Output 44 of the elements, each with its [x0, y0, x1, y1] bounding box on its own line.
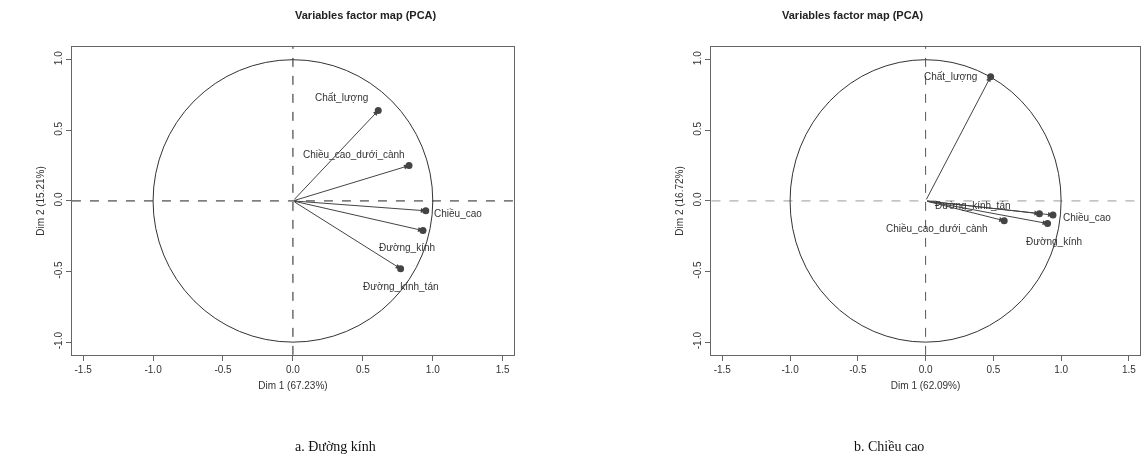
- x-tick-label: 1.0: [1054, 363, 1069, 375]
- x-tick-label: 0.5: [355, 363, 371, 375]
- annotation: Chiều_cao: [434, 208, 483, 219]
- x-tick-label: -1.5: [74, 363, 93, 375]
- text: b. Chiều cao: [854, 439, 925, 454]
- x-tick-label: 0.0: [918, 363, 933, 375]
- x-tick-label: -1.0: [144, 363, 163, 375]
- text: a. Đường kính: [295, 439, 376, 454]
- annotation: Chất_lượng: [315, 92, 369, 103]
- y-tick-label: 1.0: [52, 50, 64, 66]
- x-tick-label: 0.5: [986, 363, 1001, 375]
- annotation: Chiều_cao: [1063, 212, 1112, 223]
- x-tick-label: 1.5: [495, 363, 511, 375]
- y-tick-label: 0.5: [52, 121, 64, 136]
- x-tick-label: -1.5: [713, 363, 732, 375]
- x-tick-label: -1.0: [781, 363, 800, 375]
- y-tick-label: 0.0: [692, 192, 704, 207]
- x-tick-label: -0.5: [214, 363, 233, 375]
- y-tick-label: 0.5: [692, 121, 704, 136]
- y-tick-label: -1.0: [692, 331, 704, 350]
- point: [397, 265, 405, 273]
- y-tick-label: 0.0: [52, 192, 64, 207]
- x-axis-title: Dim 1 (62.09%): [890, 380, 961, 392]
- x-axis-title: Dim 1 (67.23%): [258, 380, 328, 392]
- x-tick-label: 1.0: [425, 363, 441, 375]
- y-tick-label: -0.5: [692, 260, 704, 279]
- y-axis-title: Dim 2 (16.72%): [674, 166, 686, 236]
- y-tick-label: 1.0: [692, 50, 704, 66]
- y-tick-label: -0.5: [52, 260, 64, 279]
- point: [1000, 217, 1008, 225]
- x-tick-label: 1.5: [1121, 363, 1137, 375]
- point: [374, 107, 382, 115]
- y-axis-title: Dim 2 (15.21%): [34, 166, 46, 236]
- point: [1044, 220, 1052, 228]
- x-tick-label: 0.0: [285, 363, 301, 375]
- annotation: Chiều_cao_dưới_cành: [886, 223, 988, 234]
- annotation: Đường_kính: [379, 242, 436, 253]
- chart-title: Variables factor map (PCA): [295, 9, 437, 21]
- annotation: Chất_lượng: [924, 71, 978, 82]
- annotation: Đường_kính_tán: [363, 281, 439, 292]
- annotation: Chiều_cao_dưới_cành: [303, 149, 405, 160]
- y-tick-label: -1.0: [52, 331, 64, 350]
- chart-title: Variables factor map (PCA): [782, 9, 924, 21]
- x-tick-label: -0.5: [849, 363, 867, 375]
